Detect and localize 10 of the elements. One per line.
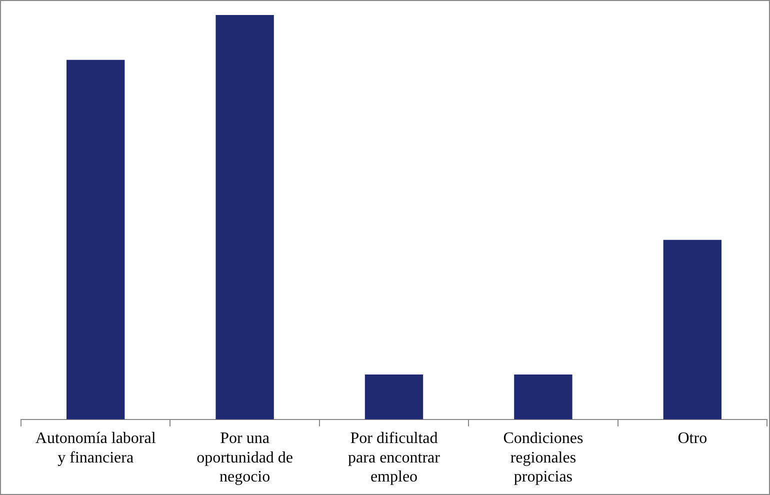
bar — [663, 240, 722, 420]
bar — [364, 374, 424, 420]
x-tick-label: Condiciones regionales propicias — [503, 430, 584, 486]
x-tick-label: Otro — [678, 430, 708, 448]
bar — [66, 60, 125, 420]
bar — [514, 374, 572, 420]
x-tick-label: Por una oportunidad de negocio — [196, 430, 294, 486]
x-tick-label: Por dificultad para encontrar empleo — [348, 430, 441, 486]
x-tick-label: Autonomía laboral y financiera — [35, 430, 156, 466]
bar — [216, 15, 274, 420]
